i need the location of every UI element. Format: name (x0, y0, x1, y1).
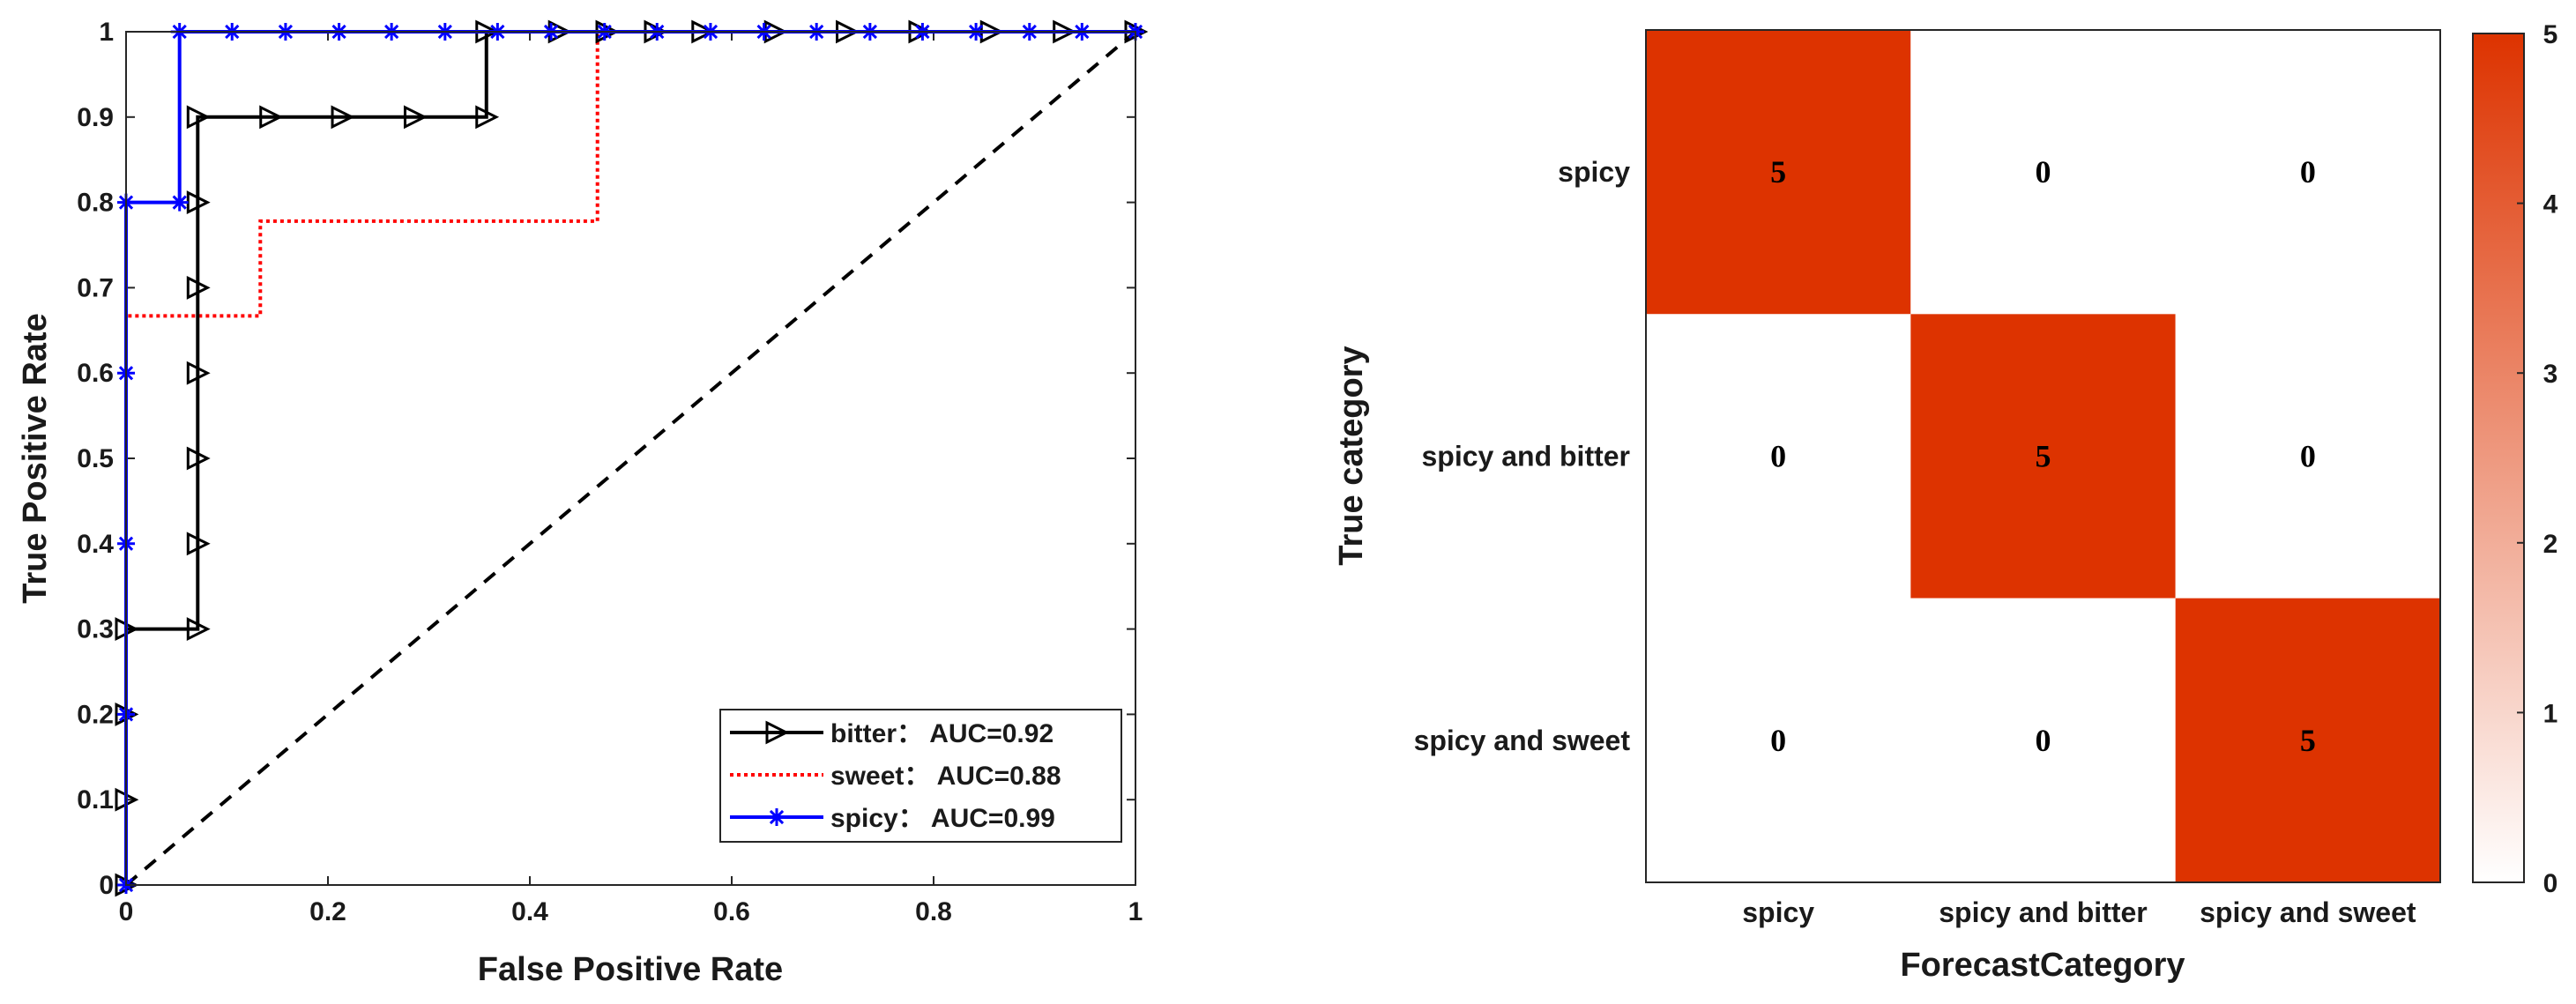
heatmap-cell (1646, 314, 1911, 599)
heatmap-cell-value: 5 (1770, 154, 1786, 190)
heatmap-cell-value: 0 (2036, 723, 2051, 758)
roc-y-tick-label: 0.6 (77, 359, 114, 388)
heatmap-labels: spicy spicy and bitter spicy and sweet spic… (1414, 156, 2416, 928)
roc-y-tick-label: 0 (99, 871, 114, 900)
heatmap-cells: 5 0 0 0 5 0 0 0 5 (1646, 30, 2440, 882)
heatmap-y-axis-label: True category (1333, 346, 1370, 565)
roc-y-tick-label: 0.1 (77, 785, 114, 814)
heatmap-cell-value: 0 (1770, 723, 1786, 758)
roc-x-tick-label: 0.6 (713, 897, 750, 926)
roc-y-tick-label: 0.8 (77, 189, 114, 218)
colorbar-ticks: 0 1 2 3 4 5 (2517, 20, 2558, 898)
roc-line-sweet (124, 30, 1135, 885)
roc-legend-swatches (730, 720, 823, 826)
heatmap-x-tick-label: spicy (1742, 896, 1814, 928)
heatmap-x-tick-label: spicy and bitter (1939, 896, 2148, 928)
roc-point-bitter (186, 532, 211, 556)
heatmap-cell-value: 5 (2300, 723, 2316, 758)
roc-point-bitter (186, 105, 211, 130)
roc-x-tick-label: 1 (1128, 897, 1143, 926)
roc-x-tick-label: 0.4 (511, 897, 548, 926)
roc-point-bitter (186, 361, 211, 385)
roc-x-tick-label: 0.2 (309, 897, 346, 926)
heatmap-cell-value: 5 (2036, 439, 2051, 474)
heatmap-y-tick-label: spicy and bitter (1422, 441, 1631, 472)
heatmap-cell-value: 0 (2036, 154, 2051, 190)
colorbar-tick-label: 3 (2543, 360, 2558, 389)
roc-y-tick-label: 0.5 (77, 444, 114, 473)
heatmap-y-tick-label: spicy and sweet (1414, 725, 1631, 756)
legend-marker-bitter (765, 720, 790, 745)
roc-plot-frame (125, 31, 1136, 886)
colorbar-tick-label: 4 (2543, 190, 2558, 219)
heatmap-cell (1910, 598, 2176, 882)
roc-point-bitter (403, 105, 428, 130)
roc-point-bitter (259, 105, 284, 130)
confusion-matrix-chart: 5 0 0 0 5 0 0 0 5 spicy spicy and bitter spicy and… (1333, 20, 2558, 984)
roc-y-tick-label: 0.9 (77, 103, 114, 132)
roc-x-axis-label: False Positive Rate (478, 951, 783, 988)
roc-point-bitter (186, 617, 211, 642)
roc-y-tick-label: 0.3 (77, 615, 114, 644)
roc-tick-labels: 0 0.2 0.4 0.6 0.8 1 0 0.1 0.2 0.3 0.4 0.5 0.6 0.7 0.8 0… (77, 18, 1143, 926)
legend-marker-spicy (768, 808, 785, 826)
heatmap-cell (2175, 30, 2440, 315)
legend-label-sweet: sweet： AUC=0.88 (830, 762, 1061, 791)
legend-label-spicy: spicy： AUC=0.99 (830, 804, 1055, 833)
heatmap-cell-value: 0 (2300, 154, 2316, 190)
roc-y-tick-label: 0.2 (77, 700, 114, 729)
heatmap-y-tick-label: spicy (1558, 156, 1630, 188)
heatmap-cell (2175, 314, 2440, 599)
heatmap-cell (1910, 314, 2176, 599)
roc-legend: bitter： AUC=0.92 sweet： AUC=0.88 spicy： … (719, 709, 1122, 843)
heatmap-cell (2175, 598, 2440, 882)
colorbar-tick-label: 5 (2543, 20, 2558, 49)
colorbar: 0 1 2 3 4 5 (2472, 20, 2558, 898)
roc-point-bitter (331, 105, 355, 130)
heatmap-x-tick-label: spicy and sweet (2200, 896, 2416, 928)
roc-point-bitter (186, 446, 211, 471)
heatmap-frame (1645, 29, 2441, 883)
roc-chart: 0 0.2 0.4 0.6 0.8 1 0 0.1 0.2 0.3 0.4 0.5 0.6 0.7 0.8 0… (17, 18, 1149, 988)
heatmap-cell-value: 0 (2300, 439, 2316, 474)
roc-point-bitter (186, 275, 211, 300)
colorbar-gradient (2472, 33, 2525, 883)
roc-y-axis-label: True Positive Rate (17, 313, 54, 603)
roc-y-tick-label: 1 (99, 18, 114, 47)
roc-point-bitter (475, 105, 500, 130)
colorbar-tick-label: 2 (2543, 530, 2558, 559)
roc-x-tick-label: 0 (119, 897, 134, 926)
legend-label-bitter: bitter： AUC=0.92 (830, 719, 1053, 748)
heatmap-cell-value: 0 (1770, 439, 1786, 474)
colorbar-tick-label: 0 (2543, 869, 2558, 898)
roc-y-tick-label: 0.4 (77, 530, 114, 559)
heatmap-x-axis-label: ForecastCategory (1900, 947, 2185, 984)
roc-y-tick-label: 0.7 (77, 273, 114, 302)
heatmap-cell (1910, 30, 2176, 315)
heatmap-cell (1646, 30, 1911, 315)
roc-point-spicy (170, 193, 189, 212)
heatmap-cell (1646, 598, 1911, 882)
colorbar-tick-label: 1 (2543, 699, 2558, 728)
roc-x-tick-label: 0.8 (915, 897, 952, 926)
